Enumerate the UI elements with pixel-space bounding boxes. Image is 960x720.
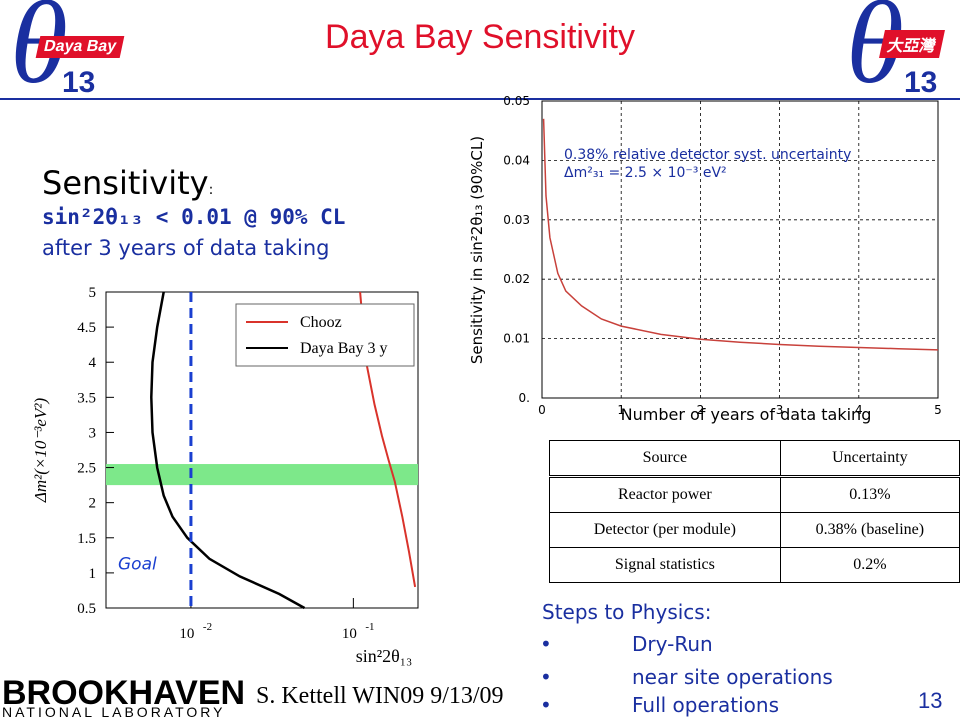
brookhaven-logo-main: BROOKHAVEN: [2, 674, 246, 712]
right-ytick-label: 0.03: [503, 213, 530, 227]
table-cell-uncertainty: 0.2%: [779, 547, 960, 583]
table-cell-source: Reactor power: [549, 476, 781, 513]
left-ytick-label: 1.5: [77, 531, 96, 547]
chooz-curve: [359, 291, 417, 588]
right-xtick-label: 5: [934, 403, 942, 417]
author-line: S. Kettell WIN09 9/13/09: [256, 683, 504, 709]
left-xtick-label: 10: [342, 626, 357, 642]
sensitivity-label: Sensitivity: [42, 164, 209, 202]
page-number: 13: [918, 688, 943, 713]
left-ytick-label: 1: [89, 566, 97, 582]
header-rule: [0, 98, 960, 100]
logo-badge: 大亞灣: [879, 30, 945, 58]
legend-label-daya-bay: Daya Bay 3 y: [300, 340, 388, 357]
left-ytick-label: 4: [89, 355, 97, 371]
daya-bay-logo-left: θ Daya Bay 13: [6, 0, 136, 102]
sensitivity-curve: [542, 118, 939, 351]
step-item: • near site operations: [540, 665, 833, 689]
annotation-line1: 0.38% relative detector syst. uncertaint…: [564, 147, 851, 163]
goal-label: Goal: [118, 554, 157, 574]
table-row: Detector (per module) 0.38% (baseline): [549, 512, 960, 548]
table-cell-uncertainty: 0.38% (baseline): [779, 512, 960, 548]
allowed-band: [106, 464, 418, 486]
left-xlabel: sin²2θ₁₃: [356, 646, 413, 666]
sensitivity-heading: Sensitivity:: [42, 164, 213, 202]
right-ytick-label: 0.04: [503, 153, 530, 167]
sensitivity-value: sin²2θ₁₃ < 0.01 @ 90% CL: [42, 205, 346, 229]
right-ytick-label: 0.: [519, 391, 530, 405]
uncertainty-table: Source Uncertainty Reactor power 0.13% D…: [549, 440, 960, 583]
left-ytick-label: 0.5: [77, 601, 96, 617]
table-header-uncertainty: Uncertainty: [779, 440, 960, 478]
bullet-icon: •: [540, 665, 552, 689]
daya-bay-logo-right: θ 大亞灣 13: [842, 0, 960, 102]
right-ytick-label: 0.05: [503, 94, 530, 108]
sensitivity-years-chart: 0. 0.01 0.02 0.03 0.04 0.05 0 1 2 3 4 5 0.38% rela…: [468, 94, 942, 424]
table-cell-source: Signal statistics: [549, 547, 781, 583]
daya-bay-curve: [150, 291, 306, 610]
table-cell-uncertainty: 0.13%: [779, 476, 960, 513]
table-cell-source: Detector (per module): [549, 512, 781, 548]
bullet-icon: •: [540, 632, 552, 656]
step-item: • Dry-Run: [540, 632, 713, 656]
logo-badge: Daya Bay: [35, 36, 125, 58]
left-ytick-label: 3.5: [77, 390, 96, 406]
left-ytick-label: 3: [89, 425, 97, 441]
left-ytick-label: 4.5: [77, 320, 96, 336]
left-plot-frame: [105, 291, 419, 609]
left-xtick-exponent: -1: [365, 621, 374, 633]
step-label: Full operations: [632, 693, 780, 717]
step-label: Dry-Run: [632, 632, 713, 656]
brookhaven-logo-sub: NATIONAL LABORATORY: [2, 704, 226, 720]
left-ylabel: Δm²(×10⁻³eV²): [31, 398, 50, 504]
legend-box: [235, 303, 415, 367]
annotation-line2: Δm²₃₁ = 2.5 × 10⁻³ eV²: [564, 165, 727, 181]
right-plot-frame: [541, 100, 939, 399]
left-ytick-label: 5: [89, 285, 97, 301]
step-label: near site operations: [632, 665, 833, 689]
left-ytick-label: 2: [89, 496, 97, 512]
right-ytick-label: 0.02: [503, 272, 530, 286]
left-xtick-label: 10: [179, 626, 194, 642]
sensitivity-condition: after 3 years of data taking: [42, 236, 330, 260]
table-row: Signal statistics 0.2%: [549, 547, 960, 583]
left-xtick-exponent: -2: [203, 621, 212, 633]
right-xtick-label: 2: [697, 403, 705, 417]
right-xtick-label: 4: [855, 403, 863, 417]
legend-label-chooz: Chooz: [300, 314, 342, 331]
logo-subscript: 13: [904, 66, 938, 99]
table-row: Reactor power 0.13%: [549, 476, 960, 513]
table-header-row: Source Uncertainty: [549, 440, 960, 478]
right-xlabel: Number of years of data taking: [621, 405, 872, 424]
right-ylabel: Sensitivity in sin²2θ₁₃ (90%CL): [468, 136, 486, 364]
logo-subscript: 13: [62, 66, 96, 99]
exclusion-chart: 0.5 1 1.5 2 2.5 3 3.5 4 4.5 5 10 -2 10 -1 Goal Chooz…: [31, 285, 419, 666]
right-xtick-label: 0: [538, 403, 546, 417]
right-xtick-label: 3: [776, 403, 784, 417]
table-header-source: Source: [549, 440, 781, 478]
sensitivity-colon: :: [208, 182, 214, 198]
right-ytick-label: 0.01: [503, 332, 530, 346]
step-item: • Full operations: [540, 693, 779, 717]
left-ytick-label: 2.5: [77, 461, 96, 477]
right-xtick-label: 1: [617, 403, 625, 417]
steps-title: Steps to Physics:: [542, 600, 712, 624]
slide-title: Daya Bay Sensitivity: [325, 18, 635, 56]
bullet-icon: •: [540, 693, 552, 717]
